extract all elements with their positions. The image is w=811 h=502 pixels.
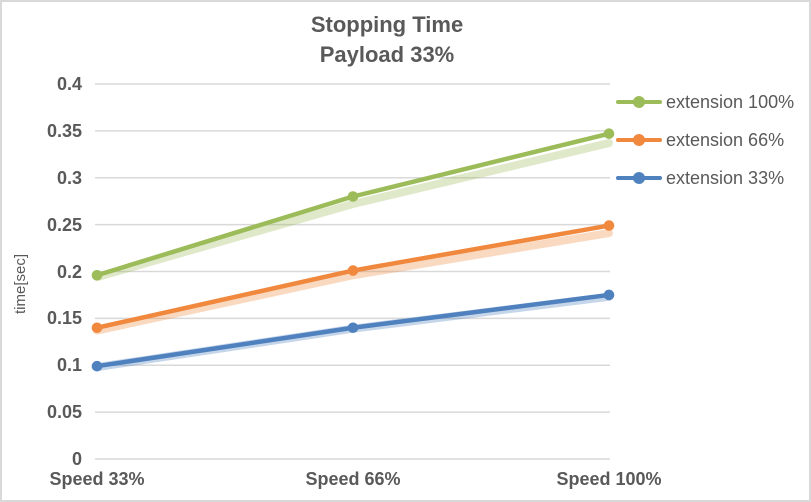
data-point-extension-33-speed-100 [603,289,615,301]
data-point-extension-100-speed-100 [603,128,615,139]
chart-title-line1: Stopping Time [310,12,464,37]
legend-dot-icon [633,172,645,184]
y-tick-label: 0.1 [56,355,82,376]
legend-item-extension-100: extension 100% [616,83,794,121]
legend-item-extension-66: extension 66% [616,121,794,159]
y-tick-label: 0.3 [56,167,82,188]
x-axis-label: Speed 33% [49,469,145,489]
legend-line-marker-icon [616,172,662,184]
y-tick-label: 0.2 [56,261,82,282]
data-point-extension-33-speed-33 [91,360,103,372]
y-tick-label: 0.35 [46,120,82,141]
legend-dot-icon [633,134,645,146]
x-axis-label: Speed 100% [556,469,662,489]
data-point-extension-100-speed-33 [91,269,103,281]
legend-line-marker-icon [616,134,662,146]
legend-label: extension 100% [666,91,795,112]
chart-title-line2: Payload 33% [319,42,455,67]
data-point-extension-66-speed-33 [91,322,103,334]
data-point-extension-66-speed-100 [603,220,615,231]
data-point-extension-100-speed-66 [347,191,359,202]
legend-label: extension 33% [666,167,785,188]
y-tick-label: 0.05 [46,402,82,423]
data-point-extension-33-speed-66 [347,322,359,334]
legend-dot-icon [633,96,645,108]
series-band-extension-66 [93,229,613,335]
legend-item-extension-33: extension 33% [616,159,794,197]
y-tick-label: 0.15 [46,308,82,329]
data-point-extension-66-speed-66 [347,265,359,276]
y-tick-label: 0.25 [46,214,82,235]
legend-line-marker-icon [616,96,662,108]
chart-title: Stopping Time Payload 33% [2,10,772,70]
legend-label: extension 66% [666,129,785,150]
y-tick-label: 0.4 [56,74,82,94]
series-band-extension-100 [93,139,613,282]
x-axis-label: Speed 66% [305,469,401,489]
y-tick-label: 0 [71,449,82,469]
legend: extension 100% extension 66% extension 33% [616,83,794,197]
